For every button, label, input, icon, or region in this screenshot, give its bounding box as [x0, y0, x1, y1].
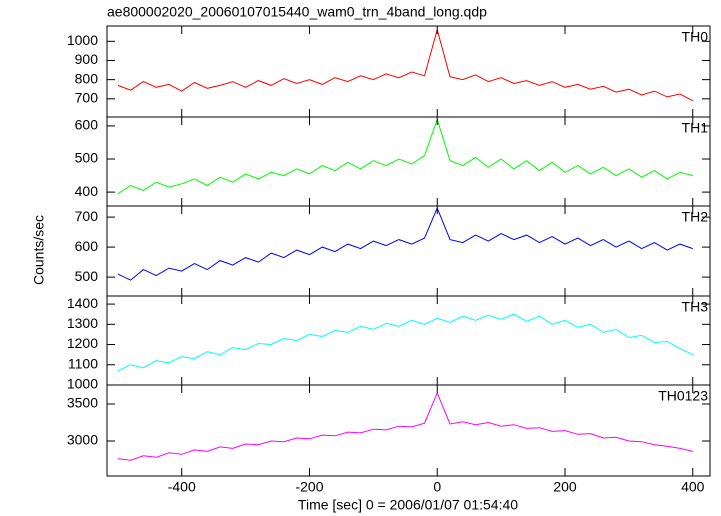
y-tick-label: 700: [75, 90, 99, 106]
data-line: [117, 117, 693, 195]
panel-label: TH0: [682, 29, 709, 45]
panel-frame: [106, 25, 711, 118]
panel-frame: [106, 205, 711, 297]
y-tick-label: 500: [75, 150, 99, 166]
y-tick-label: 3000: [67, 432, 98, 448]
y-tick-label: 1100: [68, 355, 98, 371]
x-tick-label: 400: [681, 479, 705, 495]
x-tick-label: 0: [433, 479, 441, 495]
panel-label: TH1: [682, 120, 709, 136]
x-tick-label: 200: [553, 479, 577, 495]
panel-label: TH3: [682, 299, 709, 315]
y-tick-label: 500: [75, 268, 99, 284]
y-tick-label: 3500: [67, 395, 98, 411]
y-tick-label: 1000: [67, 32, 98, 48]
y-tick-label: 1300: [67, 315, 98, 331]
data-line: [117, 313, 694, 372]
y-tick-label: 1200: [67, 335, 98, 351]
panel-frame: [106, 384, 711, 477]
y-tick-label: 700: [75, 208, 99, 224]
data-line: [117, 391, 693, 461]
data-line: [117, 27, 694, 102]
panel-label: TH2: [682, 209, 709, 225]
chart-title: ae800002020_20060107015440_wam0_trn_4ban…: [107, 4, 487, 20]
panel-frame: [106, 295, 711, 386]
x-tick-label: -400: [168, 479, 196, 495]
y-tick-label: 800: [75, 70, 99, 86]
y-axis-label: Counts/sec: [31, 215, 47, 285]
y-tick-label: 400: [75, 183, 99, 199]
y-tick-label: 600: [75, 238, 99, 254]
panel-label: TH0123: [658, 388, 708, 404]
y-tick-label: 1400: [67, 295, 98, 311]
data-line: [117, 206, 693, 281]
panel-frame: [106, 116, 711, 207]
x-tick-label: -200: [295, 479, 323, 495]
y-tick-label: 600: [75, 117, 99, 133]
y-tick-label: 1000: [67, 376, 98, 392]
y-tick-label: 900: [75, 51, 99, 67]
x-axis-label: Time [sec] 0 = 2006/01/07 01:54:40: [298, 497, 518, 513]
